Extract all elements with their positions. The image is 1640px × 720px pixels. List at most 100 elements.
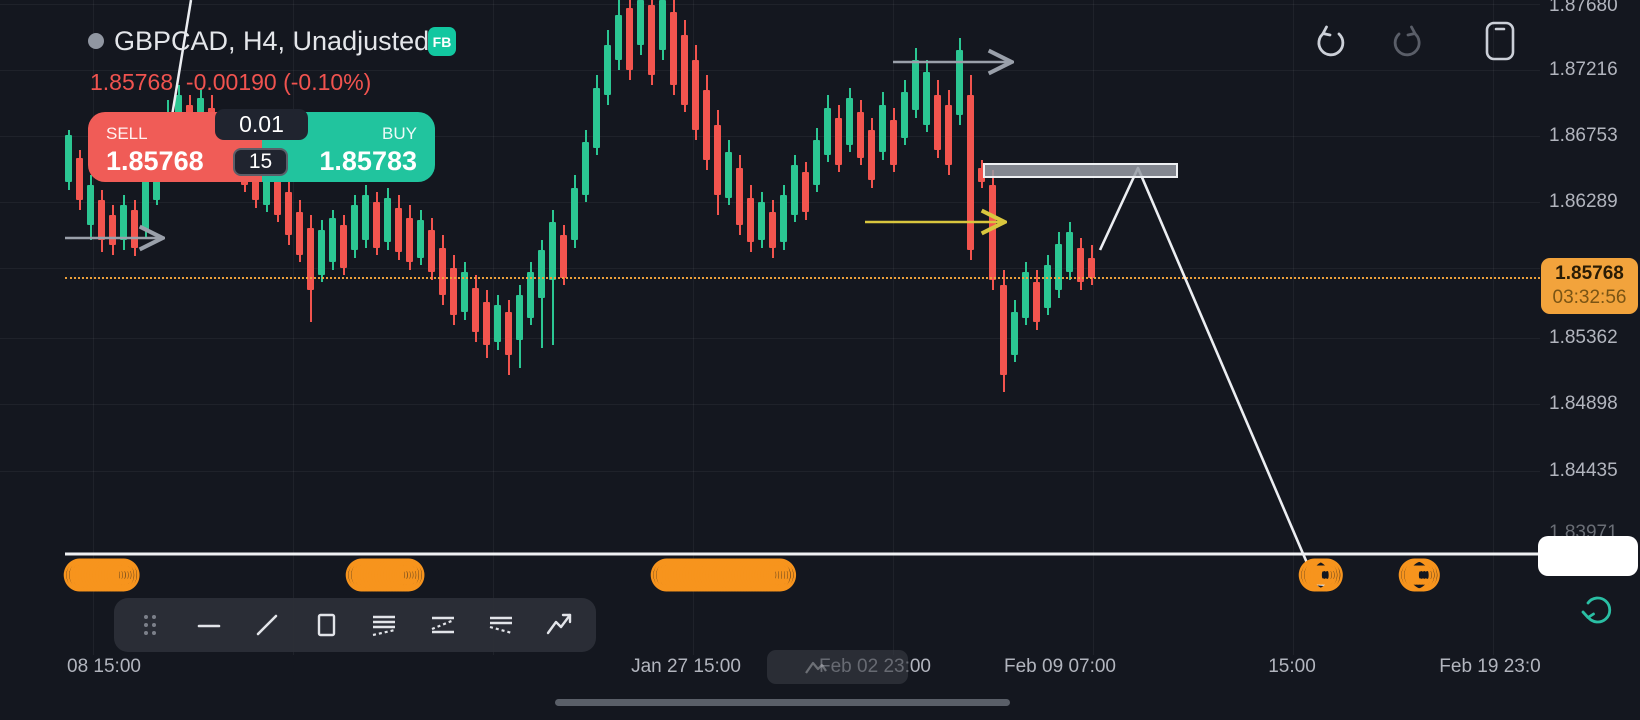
time-axis-label: Feb 19 23:0: [1439, 656, 1541, 677]
trend-line-icon: [256, 614, 278, 636]
price-axis-label: 1.86289: [1549, 191, 1618, 212]
candle-body: [626, 8, 633, 70]
vertical-gridline: [493, 0, 494, 655]
vertical-gridline: [893, 0, 894, 655]
candle-body: [461, 272, 468, 312]
candle-body: [637, 0, 644, 45]
candle-body: [692, 60, 699, 130]
price-axis-label: 1.85362: [1549, 327, 1618, 348]
trend-based-fib-icon: [431, 616, 455, 634]
watermark-copyright-group: ©©©©©©©©©©©©©©©©©: [345, 549, 425, 601]
supply-zone-rectangle[interactable]: [983, 163, 1178, 178]
current-price-line: [65, 277, 1540, 279]
price-change: 1.85768 -0.00190 (-0.10%): [90, 69, 371, 96]
price-axis-label: 1.87216: [1549, 59, 1618, 80]
candle-body: [681, 35, 688, 105]
order-panel: SELL 1.85768 BUY 1.85783 0.01 15: [88, 109, 435, 182]
candle-body: [483, 302, 490, 345]
change-value: -0.00190 (-0.10%): [185, 69, 372, 95]
redo-button[interactable]: [1388, 24, 1426, 62]
vertical-gridline: [293, 0, 294, 655]
candle-body: [395, 208, 402, 252]
refresh-icon: [1586, 596, 1612, 624]
candle-body: [923, 72, 930, 125]
candle-body: [714, 125, 721, 195]
horizontal-gridline: [0, 338, 1540, 339]
gesture-bar[interactable]: [555, 699, 1010, 706]
price-axis-label: 1.84898: [1549, 393, 1618, 414]
candle-body: [659, 0, 666, 50]
candle-body: [989, 185, 996, 280]
candle-body: [813, 140, 820, 185]
candle-body: [263, 160, 270, 205]
candle-body: [417, 220, 424, 258]
tool-trend-line[interactable]: [241, 603, 293, 647]
vertical-gridline: [1093, 0, 1094, 655]
candle-body: [846, 98, 853, 145]
time-axis-label: 08 15:00: [67, 656, 141, 677]
spread-field[interactable]: 15: [233, 148, 288, 176]
candle-body: [450, 268, 457, 315]
tool-horizontal-line[interactable]: [183, 603, 235, 647]
horizontal-gridline: [0, 471, 1540, 472]
undo-button[interactable]: [1312, 24, 1350, 62]
badge-price: 1.85768: [1555, 263, 1624, 284]
tool-rectangle[interactable]: [300, 603, 352, 647]
candle-body: [945, 105, 952, 165]
candle-body: [791, 165, 798, 215]
candle-body: [725, 152, 732, 198]
candle-body: [307, 228, 314, 290]
candle-body: [780, 195, 787, 242]
candle-body: [648, 5, 655, 75]
buy-price: 1.85783: [319, 146, 417, 176]
watermark-copyright-group: ©©©©©©©©©©©©©©©©©©©©©©©©©©©©©©©©©©©©©©©©: [650, 549, 797, 601]
reset-chart-button[interactable]: [1578, 591, 1615, 628]
candle-body: [868, 130, 875, 180]
lot-size-field[interactable]: 0.01: [215, 109, 308, 140]
photo-mountain-icon: [805, 661, 827, 674]
candle-body: [1011, 312, 1018, 355]
candle-body: [824, 108, 831, 155]
candle-body: [142, 180, 149, 230]
fib-retracement-icon: [373, 615, 396, 637]
candle-body: [516, 295, 523, 340]
time-axis-label: Feb 09 07:00: [1004, 656, 1116, 677]
candle-body: [736, 168, 743, 225]
candle-body: [934, 95, 941, 150]
tool-trend-based-fib[interactable]: [417, 603, 469, 647]
tool-zigzag-arrow[interactable]: [534, 603, 586, 647]
horizontal-gridline: [0, 404, 1540, 405]
tool-fib-retracement[interactable]: [358, 603, 410, 647]
horizontal-gridline: [0, 70, 1540, 71]
candle-body: [340, 225, 347, 268]
tool-parallel-lines[interactable]: [475, 603, 527, 647]
candle-body: [109, 215, 116, 245]
undo-icon: [1317, 31, 1345, 57]
candle-body: [549, 222, 556, 280]
candle-body: [835, 118, 842, 165]
candle-body: [472, 288, 479, 332]
scroll-to-bar-button[interactable]: [767, 650, 908, 684]
candle-body: [890, 120, 897, 165]
watermark-copyright-group: ©©©©©©©©©©©©©©©©: [63, 549, 140, 601]
symbol-title[interactable]: GBPCAD, H4, Unadjusted: [114, 26, 430, 56]
candle-body: [1088, 258, 1095, 278]
candle-body: [439, 248, 446, 295]
candle-body: [384, 198, 391, 242]
price-axis-label: 1.84435: [1549, 460, 1618, 481]
candle-body: [285, 192, 292, 235]
candle-body: [65, 135, 72, 182]
candle-body: [87, 185, 94, 225]
toolbar-drag-handle[interactable]: [124, 603, 176, 647]
candle-body: [912, 60, 919, 110]
candle-body: [978, 168, 985, 182]
candle-body: [362, 195, 369, 240]
horizontal-gridline: [0, 4, 1540, 5]
sell-price: 1.85768: [106, 146, 204, 176]
candle-body: [967, 95, 974, 250]
mobile-panel-button[interactable]: [1483, 20, 1517, 62]
broker-badge: FB: [428, 27, 456, 56]
redo-icon: [1393, 31, 1421, 57]
candle-body: [802, 172, 809, 212]
